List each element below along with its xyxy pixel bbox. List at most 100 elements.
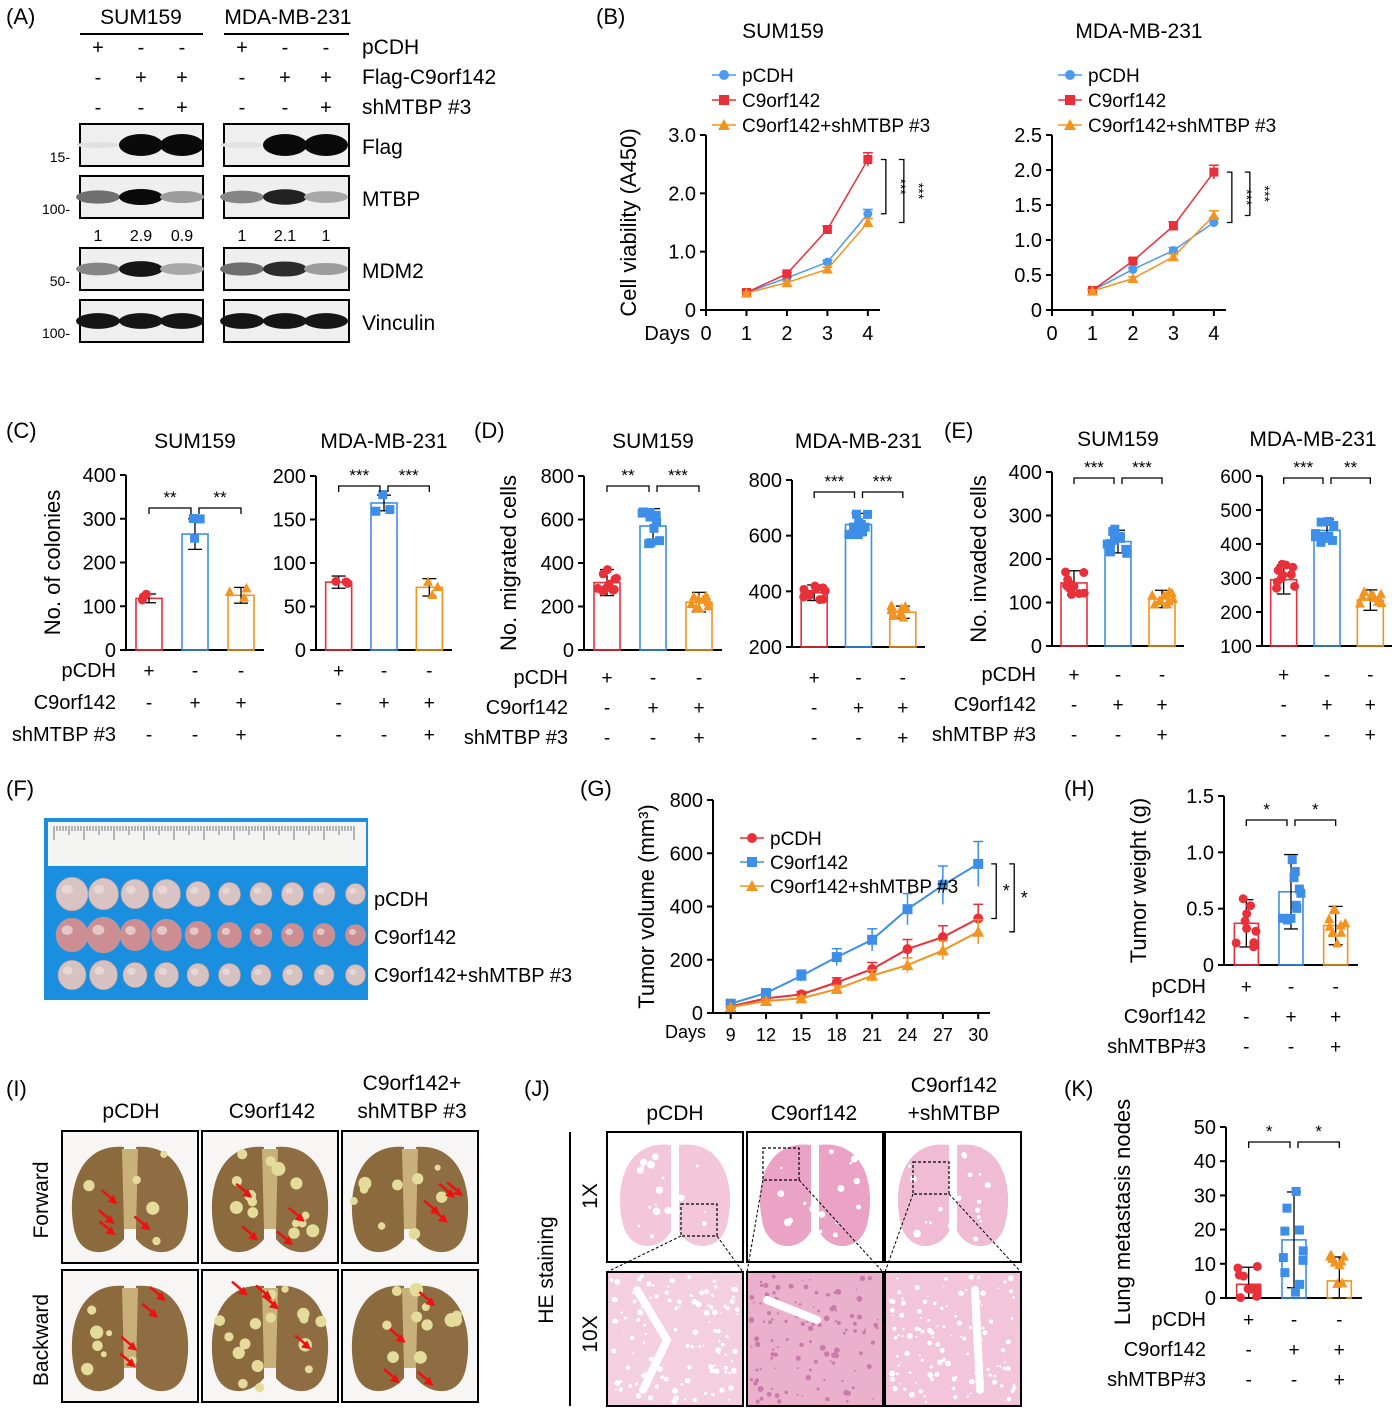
data-point: [691, 602, 702, 613]
lung-row-label-forward: Forward: [30, 1161, 53, 1238]
he-airspace: [637, 1224, 641, 1228]
he-airspace: [696, 1164, 699, 1168]
series-line: [1092, 214, 1215, 292]
he-tissue-texture: [945, 1360, 952, 1367]
he-tissue-texture: [776, 1399, 782, 1404]
he-airspace: [850, 1155, 858, 1163]
significance-label: ***: [349, 466, 369, 485]
condition-sign: -: [336, 725, 342, 746]
he-tissue-texture: [770, 1356, 774, 1360]
he-tissue-texture: [766, 1311, 771, 1316]
y-tick-label: 400: [83, 465, 116, 487]
he-tissue-texture: [863, 1328, 867, 1331]
data-point: [1128, 256, 1138, 266]
data-point: [1074, 589, 1084, 599]
y-tick-label: 800: [541, 466, 574, 488]
x-tick-label: 12: [756, 1025, 776, 1045]
x-tick-label: 18: [827, 1025, 847, 1045]
data-point: [1278, 1253, 1288, 1263]
he-tissue-texture: [795, 1355, 801, 1361]
he-tissue-texture: [654, 1294, 659, 1299]
legend-marker: [747, 857, 757, 867]
he-tissue-texture: [896, 1277, 899, 1280]
he-tissue-texture: [908, 1371, 912, 1374]
he-tissue-texture: [648, 1356, 654, 1362]
he-airspace: [977, 1199, 982, 1204]
panel-letter-d: (D): [474, 418, 505, 443]
condition-sign: +: [235, 725, 246, 746]
he-airspace: [639, 1165, 645, 1170]
tumor: [249, 882, 273, 906]
he-tissue-texture: [901, 1297, 904, 1300]
he-airspace: [828, 1149, 834, 1155]
significance-label: ***: [873, 472, 893, 491]
he-airspace: [777, 1190, 785, 1197]
data-point: [866, 969, 879, 981]
he-tissue-texture: [903, 1387, 907, 1391]
he-tissue-texture: [785, 1338, 789, 1342]
he-airspace: [856, 1204, 862, 1210]
data-point: [1251, 926, 1261, 936]
y-tick-label: 800: [749, 470, 782, 492]
data-point: [1290, 581, 1300, 591]
he-tissue-texture: [703, 1309, 710, 1316]
metastasis-nodule: [81, 1362, 94, 1376]
condition-sign: -: [323, 37, 330, 59]
condition-sign: -: [650, 728, 656, 749]
data-point: [1108, 527, 1118, 537]
y-tick-label: 0: [563, 640, 574, 662]
data-point: [867, 964, 878, 975]
cell-line-title: MDA-MB-231: [224, 6, 351, 29]
metastasis-nodule: [271, 1161, 286, 1176]
he-tissue-texture: [966, 1395, 970, 1398]
tumor: [86, 916, 121, 954]
condition-sign: -: [811, 728, 817, 749]
he-tissue-texture: [614, 1388, 617, 1391]
he-tissue-texture: [914, 1284, 920, 1291]
legend-label: pCDH: [742, 66, 794, 87]
he-tissue-texture: [940, 1306, 944, 1311]
he-airspace: [812, 1196, 816, 1199]
metastasis-nodule: [435, 1191, 448, 1203]
tumor-highlight: [254, 969, 262, 975]
tumor-highlight: [222, 887, 231, 894]
he-tissue-texture: [614, 1279, 621, 1285]
he-airspace: [648, 1205, 652, 1209]
tumor: [312, 923, 336, 947]
metastasis-nodule: [291, 1219, 300, 1228]
data-point: [1162, 598, 1173, 609]
y-tick-label: 0: [1205, 1288, 1216, 1310]
tumor-highlight: [190, 886, 199, 895]
data-point: [1208, 210, 1220, 220]
arrow-red-head: [453, 1187, 464, 1197]
he-airspace: [853, 1178, 861, 1185]
significance-bracket: [813, 491, 856, 498]
he-airspace: [818, 1229, 823, 1234]
y-tick-label: 400: [749, 581, 782, 603]
he-airspace: [924, 1221, 928, 1224]
tumor: [217, 922, 242, 948]
data-point: [1127, 273, 1139, 283]
he-tissue-texture: [936, 1325, 939, 1327]
he-tissue-texture: [823, 1315, 830, 1322]
he-airspace: [818, 1211, 826, 1218]
condition-sign: +: [1330, 1037, 1341, 1058]
y-tick-label: 600: [670, 843, 703, 865]
data-point: [1064, 583, 1074, 593]
he-tissue-texture: [708, 1364, 714, 1370]
he-tissue-texture: [907, 1332, 913, 1339]
tumor-highlight: [253, 928, 262, 935]
mtbp-quant-value: 2.9: [130, 228, 152, 245]
y-tick-label: 0: [1031, 636, 1042, 658]
chart-title: MDA-MB-231: [320, 430, 447, 453]
tumor-highlight: [93, 885, 105, 894]
condition-sign: -: [855, 668, 861, 689]
he-airspace: [984, 1182, 991, 1189]
data-point: [1372, 596, 1383, 606]
condition-sign: -: [1246, 1370, 1252, 1391]
data-point: [1316, 531, 1326, 541]
he-tissue-texture: [708, 1321, 711, 1323]
tumor: [89, 959, 118, 990]
condition-sign: +: [1241, 977, 1252, 998]
